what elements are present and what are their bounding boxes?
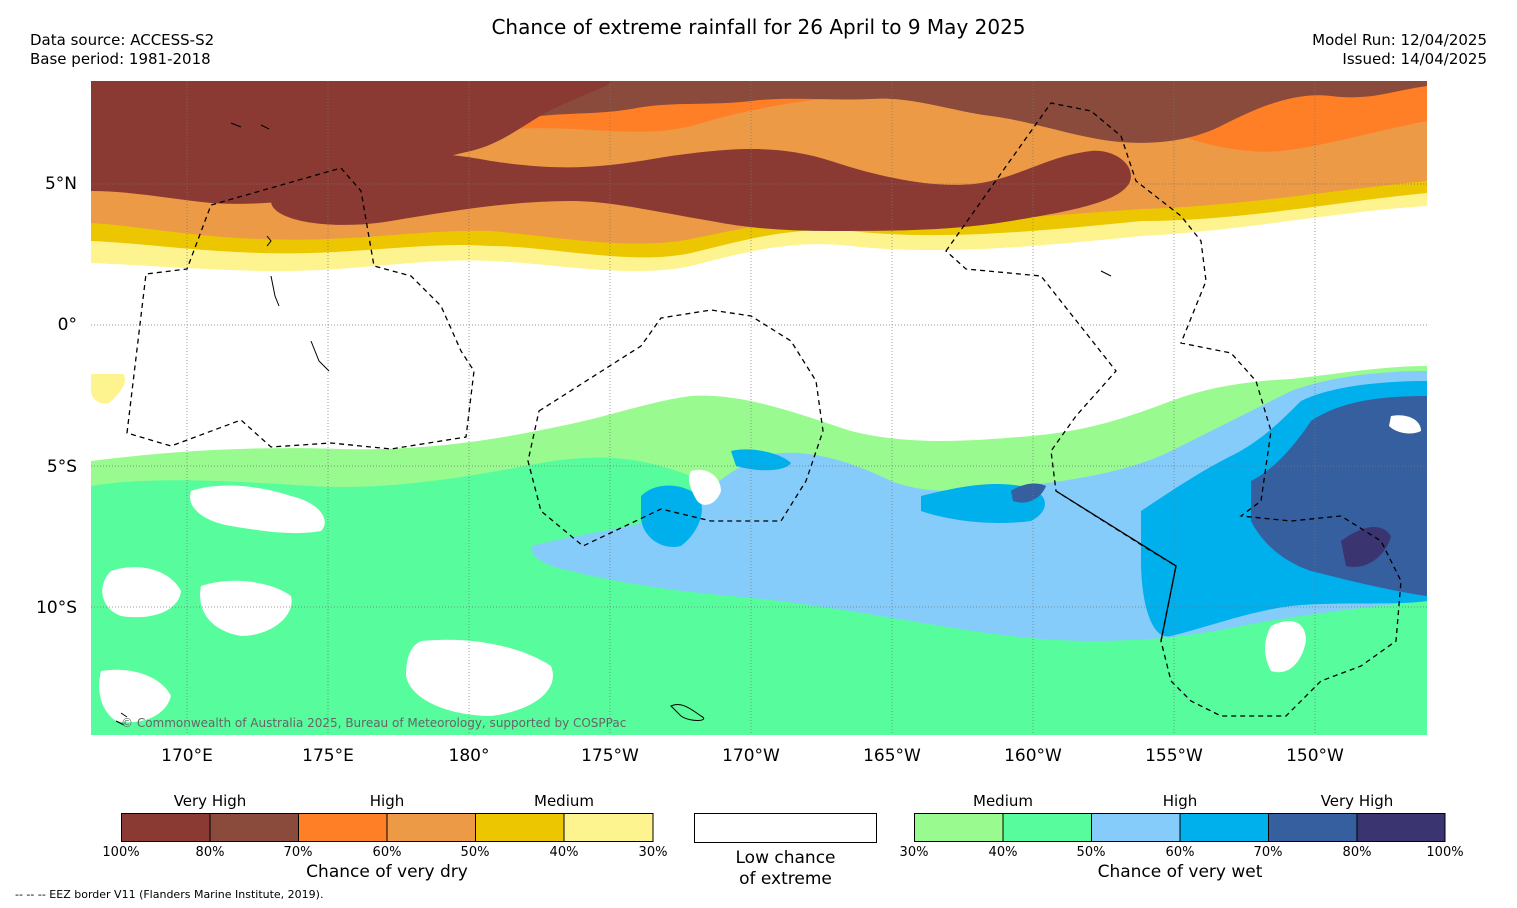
lat-label-5s: 5°S [46,457,77,477]
eez-solid-border [1055,490,1177,642]
dry-swatch-1 [121,813,211,842]
islands [115,122,1112,726]
dry-swatch-5 [475,813,565,842]
lat-label-5n: 5°N [44,174,77,194]
eez-border-note: -- -- -- EEZ border V11 (Flanders Marine… [15,888,324,901]
wet-swatch-6 [1356,813,1446,842]
lon-label-160w: 160°W [1004,746,1062,766]
lon-label-155w: 155°W [1145,746,1203,766]
dry-group-high: High [369,792,405,810]
lon-label-175e: 175°E [302,746,354,766]
dry-pct-70: 70% [283,845,313,860]
low-chance-line2: of extreme [739,869,832,889]
copyright-text: © Commonwealth of Australia 2025, Bureau… [121,716,626,730]
dry-pct-80: 80% [195,845,225,860]
low-chance-caption: Low chance of extreme [694,848,877,890]
low-chance-patches [99,415,1421,723]
lon-label-150w: 150°W [1286,746,1344,766]
header-left-info: Data source: ACCESS-S2 Base period: 1981… [30,31,214,69]
wet-swatch-1 [914,813,1004,842]
lat-label-0: 0° [57,315,77,335]
dry-swatch-3 [298,813,388,842]
dry-swatch-4 [386,813,476,842]
dry-region [91,81,1427,272]
dry-pct-60: 60% [372,845,402,860]
base-period-text: Base period: 1981-2018 [30,50,211,68]
lon-label-180: 180° [448,746,490,766]
dry-caption: Chance of very dry [306,862,468,882]
dry-pct-40: 40% [549,845,579,860]
wet-group-medium: Medium [973,792,1033,810]
header-right-info: Model Run: 12/04/2025 Issued: 14/04/2025 [1312,31,1487,69]
wet-pct-100: 100% [1426,845,1464,860]
wet-swatch-5 [1268,813,1358,842]
eez-borders [126,102,1402,717]
wet-group-high: High [1162,792,1198,810]
lon-label-170w: 170°W [722,746,780,766]
dry-swatch-6 [563,813,654,842]
wet-swatch-4 [1179,813,1269,842]
wet-pct-50: 50% [1076,845,1106,860]
wet-pct-70: 70% [1253,845,1283,860]
low-chance-line1: Low chance [735,848,836,868]
dry-group-very-high: Very High [173,792,247,810]
dry-pct-50: 50% [460,845,490,860]
wet-caption: Chance of very wet [1097,862,1263,882]
dry-group-medium: Medium [534,792,594,810]
wet-pct-30: 30% [899,845,929,860]
data-source-text: Data source: ACCESS-S2 [30,31,215,49]
wet-swatch-2 [1002,813,1092,842]
model-run-text: Model Run: 12/04/2025 [1312,31,1487,49]
wet-pct-60: 60% [1165,845,1195,860]
dry-patch-west [91,374,126,404]
dry-pct-100: 100% [102,845,140,860]
lon-label-170e: 170°E [161,746,213,766]
dry-colorbar [121,813,654,842]
low-chance-swatch [694,813,877,843]
dry-swatch-2 [209,813,299,842]
wet-pct-80: 80% [1342,845,1372,860]
map-title: Chance of extreme rainfall for 26 April … [491,15,1026,39]
lon-label-165w: 165°W [863,746,921,766]
lon-label-175w: 175°W [581,746,639,766]
wet-group-very-high: Very High [1320,792,1394,810]
issued-text: Issued: 14/04/2025 [1342,50,1487,68]
lat-label-10s: 10°S [36,598,77,618]
wet-colorbar [914,813,1446,842]
rainfall-map: © Commonwealth of Australia 2025, Bureau… [91,81,1427,735]
wet-pct-40: 40% [988,845,1018,860]
wet-swatch-3 [1091,813,1181,842]
dry-pct-30: 30% [638,845,668,860]
